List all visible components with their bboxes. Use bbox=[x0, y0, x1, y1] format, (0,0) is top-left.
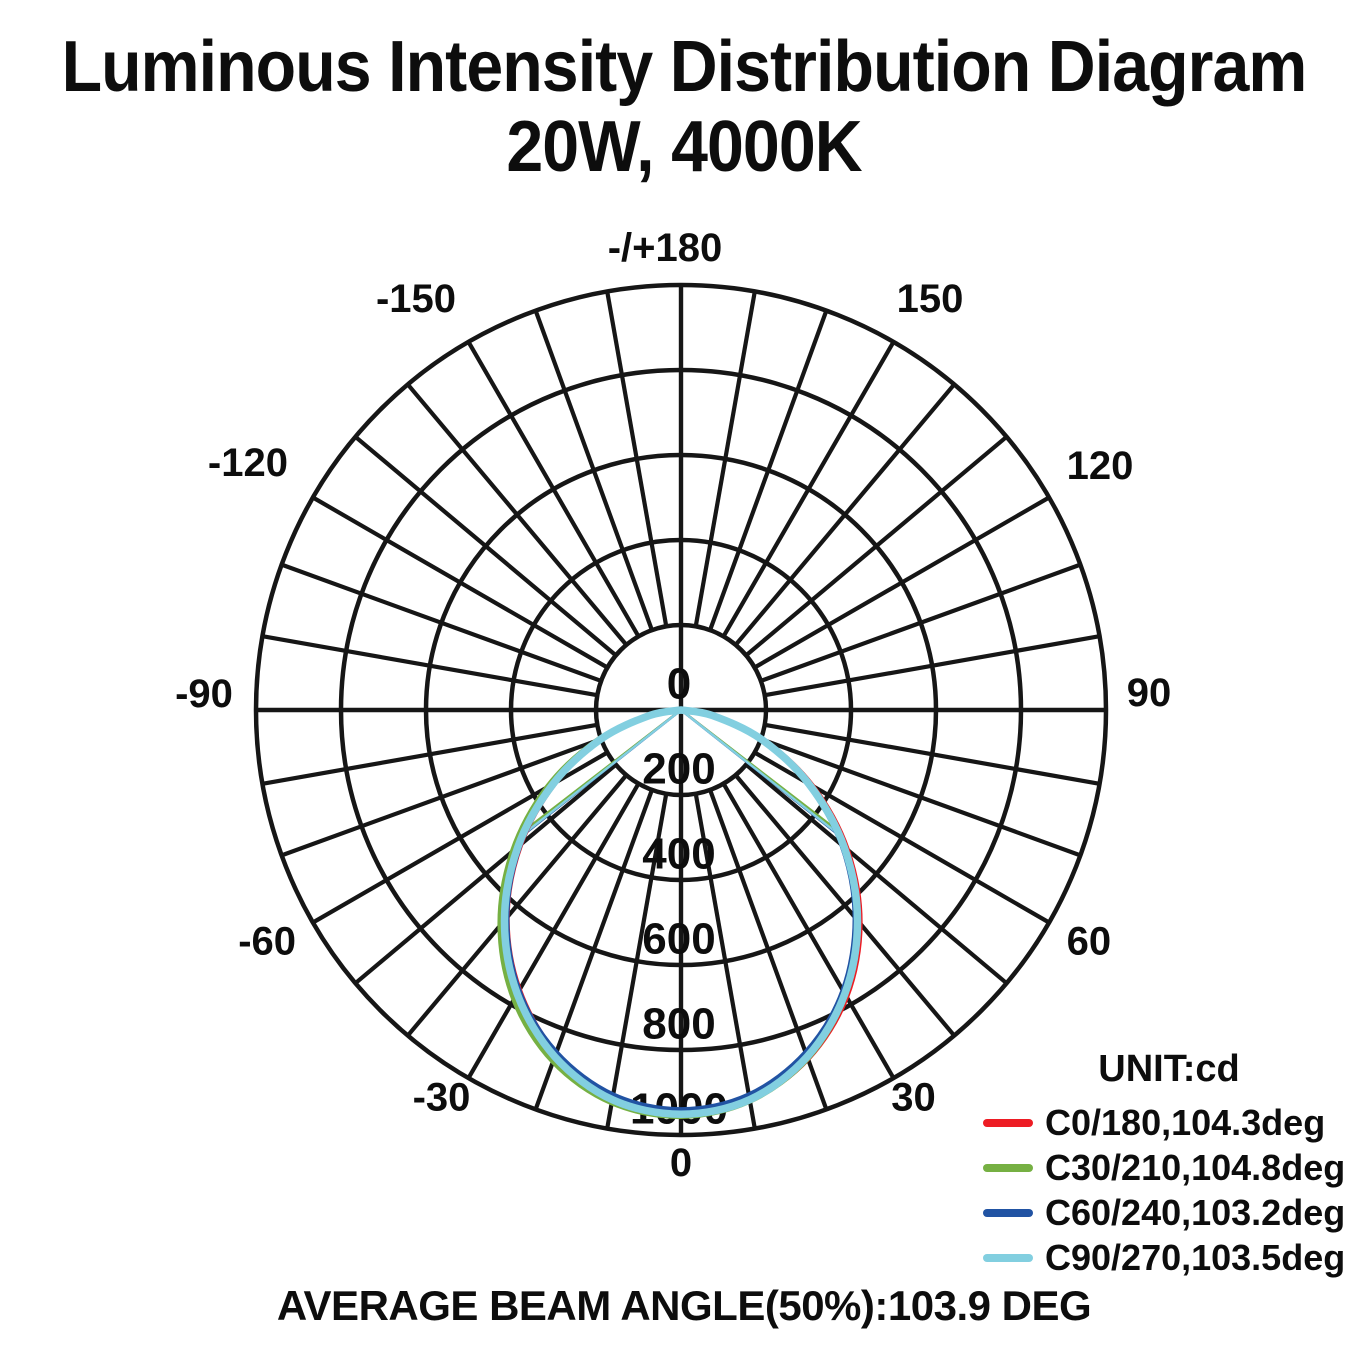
angle-label--150: -150 bbox=[376, 277, 456, 321]
series-curve-C90-270 bbox=[500, 706, 862, 1118]
radial-label-400: 400 bbox=[642, 830, 715, 879]
radial-label-800: 800 bbox=[642, 1000, 715, 1049]
grid-spoke-230 bbox=[354, 435, 618, 657]
angle-label-30: 30 bbox=[891, 1076, 936, 1120]
grid-spoke-260 bbox=[262, 634, 598, 698]
angle-label-150: 150 bbox=[897, 277, 964, 321]
grid-spoke-210 bbox=[466, 340, 641, 638]
grid-spoke-240 bbox=[311, 495, 609, 670]
grid-spoke-50 bbox=[744, 763, 1008, 985]
legend-item-c30-210: C30/210,104.8deg bbox=[983, 1147, 1355, 1188]
legend-label-c60-240: C60/240,103.2deg bbox=[1045, 1192, 1346, 1233]
legend-item-c0-180: C0/180,104.3deg bbox=[983, 1102, 1355, 1143]
grid-spoke-110 bbox=[760, 562, 1082, 683]
grid-spoke-100 bbox=[764, 634, 1100, 698]
angle-label--90: -90 bbox=[175, 672, 233, 716]
angle-label--120: -120 bbox=[208, 441, 288, 485]
legend-line-c30-210 bbox=[983, 1164, 1033, 1172]
grid-spoke-170 bbox=[693, 291, 757, 627]
grid-spoke-330 bbox=[466, 782, 641, 1080]
grid-spoke-290 bbox=[280, 737, 602, 858]
grid-spoke-200 bbox=[533, 309, 654, 631]
legend-line-c90-270 bbox=[983, 1254, 1033, 1262]
legend-item-c90-270: C90/270,103.5deg bbox=[983, 1237, 1355, 1278]
angle-label--60: -60 bbox=[238, 920, 296, 964]
legend-unit-label: UNIT:cd bbox=[1098, 1048, 1240, 1090]
radial-label-200: 200 bbox=[642, 745, 715, 794]
grid-spoke-30 bbox=[721, 782, 896, 1080]
angle-label-120: 120 bbox=[1067, 444, 1134, 488]
legend-line-c0-180 bbox=[983, 1119, 1033, 1127]
page-title: Luminous Intensity Distribution Diagram bbox=[61, 27, 1308, 107]
legend-line-c60-240 bbox=[983, 1209, 1033, 1217]
legend: UNIT:cd C0/180,104.3deg C30/210,104.8deg… bbox=[983, 1048, 1355, 1278]
legend-label-c90-270: C90/270,103.5deg bbox=[1045, 1237, 1346, 1278]
angle-label-60: 60 bbox=[1067, 920, 1112, 964]
legend-item-c60-240: C60/240,103.2deg bbox=[983, 1192, 1355, 1233]
radial-label-0: 0 bbox=[667, 660, 691, 709]
grid-spoke-280 bbox=[262, 722, 598, 786]
grid-spoke-70 bbox=[760, 737, 1082, 858]
grid-spoke-350 bbox=[605, 793, 669, 1129]
grid-spoke-40 bbox=[734, 773, 956, 1037]
grid-spoke-220 bbox=[406, 383, 628, 647]
grid-spoke-160 bbox=[708, 309, 829, 631]
angle-label-180: -/+180 bbox=[608, 226, 723, 270]
grid-spoke-120 bbox=[753, 495, 1051, 670]
grid-spoke-150 bbox=[721, 340, 896, 638]
grid-spoke-140 bbox=[734, 383, 956, 647]
grid-spoke-320 bbox=[406, 773, 628, 1037]
grid-spoke-310 bbox=[354, 763, 618, 985]
beam-angle-line-C90-270-left bbox=[521, 708, 683, 836]
legend-label-c0-180: C0/180,104.3deg bbox=[1045, 1102, 1326, 1143]
grid-spoke-130 bbox=[744, 435, 1008, 657]
angle-label--30: -30 bbox=[413, 1076, 471, 1120]
page-subtitle: 20W, 4000K bbox=[506, 107, 862, 187]
angle-label-0: 0 bbox=[670, 1141, 692, 1185]
angle-label-90: 90 bbox=[1127, 671, 1172, 715]
grid-spoke-190 bbox=[605, 291, 669, 627]
average-beam-angle-caption: AVERAGE BEAM ANGLE(50%):103.9 DEG bbox=[276, 1282, 1092, 1329]
grid-spoke-10 bbox=[693, 793, 757, 1129]
beam-angle-line-C90-270-right bbox=[679, 708, 841, 836]
legend-label-c30-210: C30/210,104.8deg bbox=[1045, 1147, 1346, 1188]
grid-spoke-80 bbox=[764, 722, 1100, 786]
radial-label-600: 600 bbox=[642, 915, 715, 964]
legend-rows: C0/180,104.3deg C30/210,104.8deg C60/240… bbox=[983, 1102, 1355, 1278]
grid-spoke-250 bbox=[280, 562, 602, 683]
